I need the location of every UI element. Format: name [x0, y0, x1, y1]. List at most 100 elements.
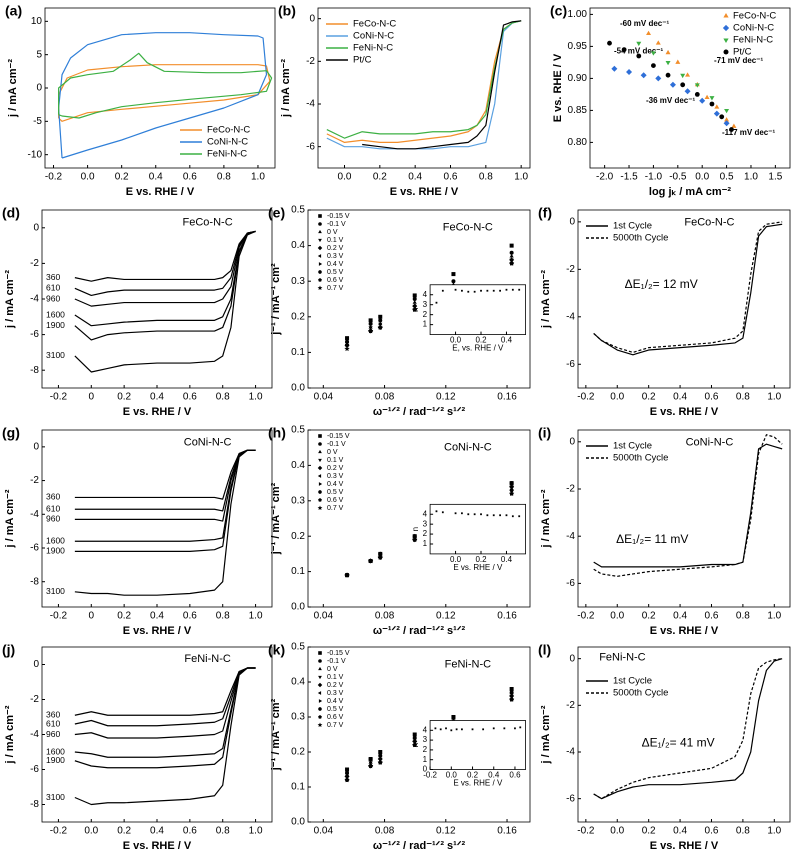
- data-point: [680, 82, 686, 88]
- legend-label: FeCo-N-C: [207, 125, 250, 136]
- legend-swatch: [317, 465, 323, 471]
- panel-title: CoNi-N-C: [184, 436, 232, 448]
- y-tick-label: 0: [569, 217, 575, 228]
- x-tick-label: 1.0: [249, 611, 263, 622]
- x-tick-label: 0.5: [720, 172, 734, 183]
- x-tick-label: 0.04: [314, 826, 334, 837]
- inset-point: [492, 727, 495, 730]
- panel-title: FeCo-N-C: [443, 222, 493, 234]
- data-point: [650, 51, 656, 56]
- legend-swatch: [318, 707, 322, 711]
- x-tick-label: 0.8: [216, 826, 230, 837]
- panel-title: FeCo-N-C: [183, 216, 233, 228]
- legend-swatch: [318, 675, 322, 680]
- x-tick-label: 1.0: [249, 392, 263, 403]
- data-point: [626, 69, 633, 75]
- x-tick-label: 0.6: [183, 172, 197, 183]
- data-line: [593, 443, 783, 568]
- data-point: [509, 690, 514, 694]
- y-tick-label: -6: [566, 359, 575, 370]
- y-tick-label: -2: [30, 475, 39, 486]
- y-tick-label: -2: [30, 258, 39, 269]
- y-tick-label: 0.3: [291, 495, 305, 506]
- x-tick-label: -0.2: [577, 392, 595, 403]
- x-tick-label: 0: [89, 611, 95, 622]
- legend-swatch: [318, 482, 323, 486]
- y-tick-label: 0: [423, 765, 428, 774]
- y-tick-label: 2: [423, 745, 428, 754]
- x-axis-label: ω⁻¹ᐟ² / rad⁻¹ᐟ² s¹ᐟ²: [373, 406, 466, 418]
- x-tick-label: 0.16: [497, 611, 517, 622]
- data-line: [593, 434, 783, 577]
- data-line: [58, 32, 268, 159]
- annotation: -60 mV dec⁻¹: [620, 19, 669, 28]
- x-tick-label: 0.08: [375, 392, 395, 403]
- legend-label: 0.2 V: [327, 682, 344, 689]
- y-axis-label: j⁻¹ / mA⁻¹ cm²: [270, 263, 282, 336]
- curve-label: 610: [46, 503, 60, 513]
- data-point: [714, 104, 720, 109]
- data-point: [368, 757, 373, 761]
- legend-label: 0.7 V: [327, 505, 344, 512]
- y-tick-label: 0.5: [291, 205, 305, 216]
- legend-label: 0.3 V: [327, 690, 344, 697]
- inset-point: [473, 513, 476, 516]
- legend-label: 0.7 V: [327, 722, 344, 729]
- y-axis-label: j / mA cm⁻²: [7, 59, 19, 118]
- data-point: [367, 328, 374, 334]
- inset-point: [454, 512, 457, 515]
- data-point: [368, 761, 373, 765]
- legend-label: 0.5 V: [327, 269, 344, 276]
- x-tick-label: 0.0: [81, 172, 95, 183]
- inset-point: [455, 728, 458, 731]
- y-tick-label: 2: [423, 529, 428, 538]
- y-tick-label: 0.4: [291, 460, 305, 471]
- panel-title: CoNi-N-C: [444, 442, 492, 454]
- x-tick-label: 1.0: [767, 392, 781, 403]
- y-tick-label: -2: [306, 56, 315, 67]
- legend-swatch: [318, 434, 322, 438]
- legend-label: -0.1 V: [327, 221, 346, 228]
- curve-label: 960: [46, 293, 60, 303]
- x-tick-label: 0.2: [117, 826, 131, 837]
- y-axis-label: j / mA cm⁻²: [280, 59, 292, 118]
- inset-point: [503, 727, 506, 730]
- data-point: [699, 97, 706, 104]
- inset-point: [519, 726, 522, 729]
- data-point: [344, 777, 350, 783]
- y-tick-label: -2: [566, 700, 575, 711]
- legend-swatch: [317, 254, 322, 258]
- panel-title: FeNi-N-C: [445, 658, 491, 670]
- panel-label: (f): [538, 205, 552, 221]
- data-line: [593, 221, 783, 353]
- inset-point: [511, 515, 514, 518]
- x-tick-label: 0.0: [450, 336, 462, 345]
- x-tick-label: 0.0: [610, 826, 624, 837]
- x-tick-label: 0.4: [501, 336, 513, 345]
- data-point: [713, 110, 720, 117]
- y-tick-label: 5: [36, 49, 42, 60]
- annotation: -54 mV dec⁻¹: [614, 46, 663, 55]
- x-tick-label: 0.2: [475, 555, 487, 564]
- data-point: [508, 696, 515, 702]
- data-point: [655, 75, 662, 82]
- data-point: [508, 490, 515, 496]
- data-point: [378, 750, 383, 754]
- panel: -0.2 0 0.2 0.4 0.6 0.8 1.0 -8 -6 -4 -2 0 E vs. RHE /…: [2, 425, 273, 637]
- panel-label: (a): [5, 3, 22, 19]
- x-tick-label: 1.0: [251, 172, 265, 183]
- data-point: [451, 272, 456, 277]
- x-tick-label: 0.4: [150, 611, 164, 622]
- x-tick-label: -0.2: [577, 826, 595, 837]
- inset-point: [434, 727, 437, 730]
- curve-label: 3100: [46, 350, 65, 360]
- y-tick-label: 3: [423, 519, 428, 528]
- x-tick-label: 0.08: [375, 611, 395, 622]
- y-tick-label: -2: [30, 694, 39, 705]
- y-tick-label: 4: [423, 725, 428, 734]
- x-axis-label: ω⁻¹ᐟ² / rad⁻¹ᐟ² s¹ᐟ²: [373, 840, 466, 852]
- data-line: [58, 52, 273, 119]
- x-tick-label: 0.2: [475, 336, 487, 345]
- x-tick-label: 0.4: [408, 172, 422, 183]
- x-tick-label: 0.8: [216, 392, 230, 403]
